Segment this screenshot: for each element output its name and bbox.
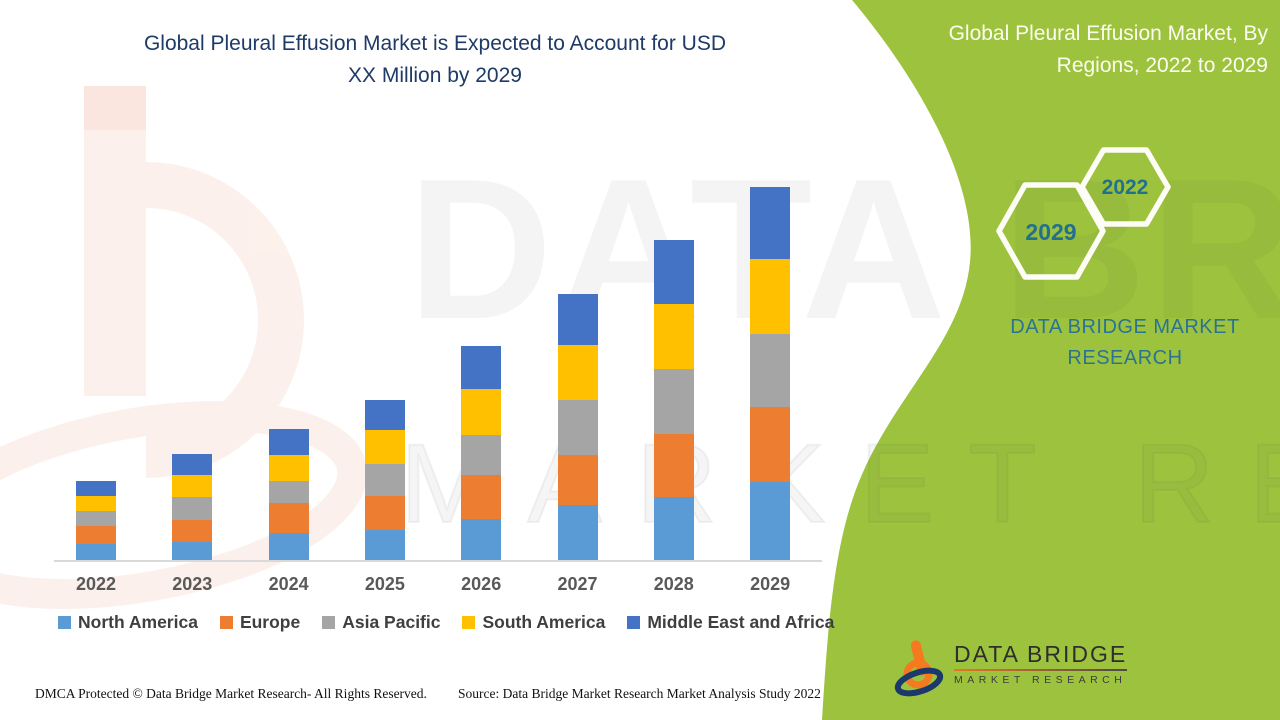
stacked-bar-2022 <box>76 167 116 560</box>
segment-europe-2022 <box>76 526 116 544</box>
segment-asia-pacific-2025 <box>364 464 405 496</box>
watermark-databridge-text: DATA BRIDGE <box>408 138 1280 361</box>
logo-underline <box>954 669 1128 672</box>
legend-label-asia-pacific: Asia Pacific <box>342 612 441 632</box>
segment-middle-east-and-africa-2023 <box>172 454 213 475</box>
databridge-logo-icon <box>894 640 944 697</box>
legend-item-europe: Europe <box>219 612 301 633</box>
x-axis-label-2026: 2026 <box>461 574 502 594</box>
brand-text: DATA BRIDGE MARKET RESEARCH <box>1010 316 1240 369</box>
segment-north-america-2027 <box>557 505 598 560</box>
legend-label-north-america: North America <box>78 612 198 632</box>
segment-middle-east-and-africa-2026 <box>461 346 502 389</box>
segment-middle-east-and-africa-2027 <box>557 294 598 345</box>
segment-middle-east-and-africa-2024 <box>268 429 309 455</box>
segment-europe-2025 <box>364 496 405 530</box>
segment-north-america-2024 <box>268 533 309 560</box>
legend-label-europe: Europe <box>239 612 301 632</box>
legend-marker-south-america <box>462 616 476 629</box>
legend-marker-europe <box>219 616 233 629</box>
segment-middle-east-and-africa-2025 <box>364 400 405 430</box>
watermark-marketresearch-text: MARKET RESEARCH <box>399 421 1280 546</box>
segment-middle-east-and-africa-2029 <box>750 187 791 259</box>
legend-item-asia-pacific: Asia Pacific <box>322 612 440 633</box>
segment-south-america-2026 <box>461 389 502 435</box>
stacked-bar-2025 <box>364 167 405 560</box>
chart-title: Global Pleural Effusion Market is Expect… <box>70 28 800 91</box>
segment-south-america-2029 <box>750 259 791 334</box>
side-panel-title-line2: Regions, 2022 to 2029 <box>1056 53 1268 77</box>
side-panel-title: Global Pleural Effusion Market, By Regio… <box>888 18 1268 81</box>
segment-north-america-2028 <box>653 497 694 560</box>
stacked-bar-2027 <box>557 167 598 560</box>
legend-item-middle-east-and-africa: Middle East and Africa <box>627 612 834 633</box>
segment-europe-2027 <box>557 455 598 505</box>
hexagon-2029-label: 2029 <box>1025 219 1077 245</box>
x-axis-label-2025: 2025 <box>364 574 405 594</box>
x-axis-label-2023: 2023 <box>172 574 213 594</box>
logo-text: DATA BRIDGE MARKET RESEARCH <box>954 641 1128 687</box>
segment-asia-pacific-2022 <box>76 511 116 526</box>
x-axis-label-2027: 2027 <box>557 574 598 594</box>
segment-south-america-2022 <box>76 496 116 511</box>
segment-south-america-2025 <box>364 430 405 464</box>
segment-asia-pacific-2023 <box>172 497 213 520</box>
stacked-bar-2024 <box>268 167 309 560</box>
side-panel-title-line1: Global Pleural Effusion Market, By <box>948 22 1268 45</box>
stacked-bar-2023 <box>172 167 213 560</box>
segment-europe-2023 <box>172 520 213 542</box>
legend-marker-asia-pacific <box>322 616 336 629</box>
stacked-bar-chart <box>54 167 822 562</box>
logo-subtitle: MARKET RESEARCH <box>954 674 1127 687</box>
hexagon-2022-label: 2022 <box>1101 176 1149 199</box>
segment-europe-2029 <box>750 407 791 482</box>
legend-marker-north-america <box>58 616 71 629</box>
x-axis-labels: 2022 2023 2024 2025 2026 2027 2028 2029 <box>54 574 822 598</box>
segment-middle-east-and-africa-2022 <box>76 481 116 496</box>
segment-europe-2024 <box>268 503 309 533</box>
logo-title: DATA BRIDGE <box>954 641 1128 667</box>
segment-north-america-2025 <box>364 530 405 560</box>
stacked-bar-2026 <box>461 167 502 560</box>
segment-middle-east-and-africa-2028 <box>653 240 694 304</box>
segment-north-america-2026 <box>461 519 502 560</box>
segment-south-america-2023 <box>172 475 213 497</box>
x-axis-label-2022: 2022 <box>75 574 117 594</box>
segment-north-america-2022 <box>76 544 116 560</box>
chart-legend: North America Europe Asia Pacific South Ame… <box>58 612 834 633</box>
legend-item-south-america: South America <box>462 612 605 633</box>
stacked-bar-2028 <box>653 167 694 560</box>
stacked-bar-2029 <box>750 167 791 560</box>
dmca-notice: DMCA Protected © Data Bridge Market Rese… <box>35 686 427 701</box>
segment-asia-pacific-2029 <box>750 334 791 407</box>
segment-asia-pacific-2027 <box>557 400 598 455</box>
hexagon-2022-icon <box>1079 147 1171 227</box>
x-axis-label-2029: 2029 <box>750 574 791 594</box>
chart-title-line2: XX Million by 2029 <box>348 63 522 87</box>
legend-label-south-america: South America <box>482 612 606 632</box>
x-axis-label-2028: 2028 <box>653 574 694 594</box>
legend-label-middle-east-and-africa: Middle East and Africa <box>647 612 835 632</box>
databridge-logo: DATA BRIDGE MARKET RESEARCH <box>892 636 1128 698</box>
hexagon-year-badges <box>996 147 1171 280</box>
legend-item-north-america: North America <box>58 612 198 633</box>
source-note: Source: Data Bridge Market Research Mark… <box>458 686 821 701</box>
segment-south-america-2024 <box>268 455 309 481</box>
segment-south-america-2028 <box>653 304 694 369</box>
segment-asia-pacific-2024 <box>268 481 309 503</box>
hexagon-2029-icon <box>996 182 1106 280</box>
segment-north-america-2023 <box>172 542 213 560</box>
chart-title-line1: Global Pleural Effusion Market is Expect… <box>143 32 727 55</box>
segment-europe-2028 <box>653 434 694 497</box>
segment-north-america-2029 <box>750 482 791 560</box>
segment-south-america-2027 <box>557 345 598 400</box>
legend-marker-middle-east-and-africa <box>627 616 641 629</box>
segment-asia-pacific-2028 <box>653 369 694 434</box>
segment-europe-2026 <box>461 475 502 519</box>
segment-asia-pacific-2026 <box>461 435 502 475</box>
x-axis-label-2024: 2024 <box>268 574 309 594</box>
